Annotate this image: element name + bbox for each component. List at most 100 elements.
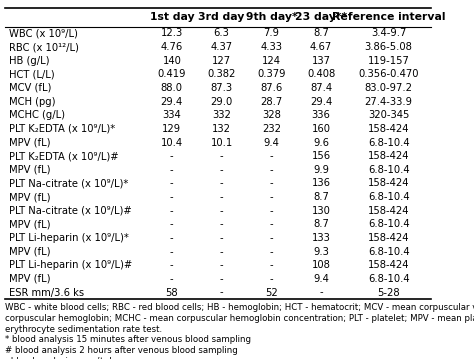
Text: 334: 334 [163,110,181,120]
Text: -: - [270,192,273,202]
Text: 160: 160 [311,124,331,134]
Text: 8.7: 8.7 [313,28,329,38]
Text: erythrocyte sedimentation rate test.: erythrocyte sedimentation rate test. [5,325,162,334]
Text: MPV (fL): MPV (fL) [9,274,50,284]
Text: -: - [170,192,173,202]
Text: 130: 130 [312,206,330,216]
Text: 12.3: 12.3 [161,28,183,38]
Text: 0.356-0.470: 0.356-0.470 [358,69,419,79]
Text: 0.379: 0.379 [257,69,286,79]
Text: PLT Na-citrate (x 10⁹/L)#: PLT Na-citrate (x 10⁹/L)# [9,206,131,216]
Text: 29.0: 29.0 [210,97,233,107]
Text: 124: 124 [262,56,281,66]
Text: PLT K₂EDTA (x 10⁹/L)#: PLT K₂EDTA (x 10⁹/L)# [9,151,118,161]
Text: -: - [270,274,273,284]
Text: 156: 156 [311,151,331,161]
Text: 4.37: 4.37 [210,42,233,52]
Text: 332: 332 [212,110,231,120]
Text: -: - [220,219,223,229]
Text: -: - [170,178,173,188]
Text: MPV (fL): MPV (fL) [9,192,50,202]
Text: corpuscular hemoglobin; MCHC - mean corpuscular hemoglobin concentration; PLT - : corpuscular hemoglobin; MCHC - mean corp… [5,314,474,323]
Text: 52: 52 [265,288,278,298]
Text: 9.9: 9.9 [313,165,329,175]
Text: 29.4: 29.4 [161,97,183,107]
Text: 8.7: 8.7 [313,219,329,229]
Text: -: - [270,233,273,243]
Text: -: - [270,206,273,216]
Text: -: - [270,247,273,257]
Text: 158-424: 158-424 [368,233,410,243]
Text: -: - [170,165,173,175]
Text: 6.8-10.4: 6.8-10.4 [368,137,410,148]
Text: 3.86-5.08: 3.86-5.08 [365,42,413,52]
Text: 4.67: 4.67 [310,42,332,52]
Text: -: - [220,288,223,298]
Text: -: - [220,274,223,284]
Text: 87.4: 87.4 [310,83,332,93]
Text: -: - [220,260,223,270]
Text: 132: 132 [212,124,231,134]
Text: -: - [170,151,173,161]
Text: 29.4: 29.4 [310,97,332,107]
Text: -: - [270,178,273,188]
Text: 127: 127 [212,56,231,66]
Text: HB (g/L): HB (g/L) [9,56,49,66]
Text: MCV (fL): MCV (fL) [9,83,51,93]
Text: WBC - white blood cells; RBC - red blood cells; HB - hemoglobin; HCT - hematocri: WBC - white blood cells; RBC - red blood… [5,303,474,312]
Text: 9.4: 9.4 [313,274,329,284]
Text: MPV (fL): MPV (fL) [9,247,50,257]
Text: 6.3: 6.3 [214,28,229,38]
Text: 137: 137 [311,56,331,66]
Text: 158-424: 158-424 [368,124,410,134]
Text: 7.9: 7.9 [264,28,279,38]
Text: -: - [220,233,223,243]
Text: 6.8-10.4: 6.8-10.4 [368,274,410,284]
Text: 232: 232 [262,124,281,134]
Text: -: - [220,178,223,188]
Text: 8.7: 8.7 [313,192,329,202]
Text: 9th day*: 9th day* [246,12,297,22]
Text: 10.1: 10.1 [210,137,233,148]
Text: 9.3: 9.3 [313,247,329,257]
Text: 129: 129 [162,124,182,134]
Text: -: - [270,260,273,270]
Text: 27.4-33.9: 27.4-33.9 [365,97,413,107]
Text: 158-424: 158-424 [368,178,410,188]
Text: MPV (fL): MPV (fL) [9,219,50,229]
Text: 158-424: 158-424 [368,260,410,270]
Text: 0.382: 0.382 [208,69,236,79]
Text: 336: 336 [312,110,330,120]
Text: 6.8-10.4: 6.8-10.4 [368,219,410,229]
Text: Reference interval: Reference interval [332,12,446,22]
Text: 0.408: 0.408 [307,69,335,79]
Text: 87.3: 87.3 [210,83,233,93]
Text: -: - [270,151,273,161]
Text: ESR mm/3.6 ks: ESR mm/3.6 ks [9,288,83,298]
Text: PLT Li-heparin (x 10⁹/L)*: PLT Li-heparin (x 10⁹/L)* [9,233,128,243]
Text: 87.6: 87.6 [260,83,283,93]
Text: MPV (fL): MPV (fL) [9,137,50,148]
Text: - blood analysis wasn’t done: - blood analysis wasn’t done [5,357,128,359]
Text: 108: 108 [312,260,330,270]
Text: 6.8-10.4: 6.8-10.4 [368,165,410,175]
Text: -: - [170,274,173,284]
Text: MCH (pg): MCH (pg) [9,97,55,107]
Text: 133: 133 [312,233,330,243]
Text: 158-424: 158-424 [368,151,410,161]
Text: 328: 328 [262,110,281,120]
Text: -: - [170,206,173,216]
Text: -: - [270,219,273,229]
Text: -: - [220,206,223,216]
Text: -: - [270,165,273,175]
Text: 119-157: 119-157 [368,56,410,66]
Text: -: - [220,247,223,257]
Text: 158-424: 158-424 [368,206,410,216]
Text: 6.8-10.4: 6.8-10.4 [368,247,410,257]
Text: -: - [170,219,173,229]
Text: 3.4-9.7: 3.4-9.7 [371,28,406,38]
Text: -: - [220,165,223,175]
Text: 0.419: 0.419 [157,69,186,79]
Text: MPV (fL): MPV (fL) [9,165,50,175]
Text: RBC (x 10¹²/L): RBC (x 10¹²/L) [9,42,78,52]
